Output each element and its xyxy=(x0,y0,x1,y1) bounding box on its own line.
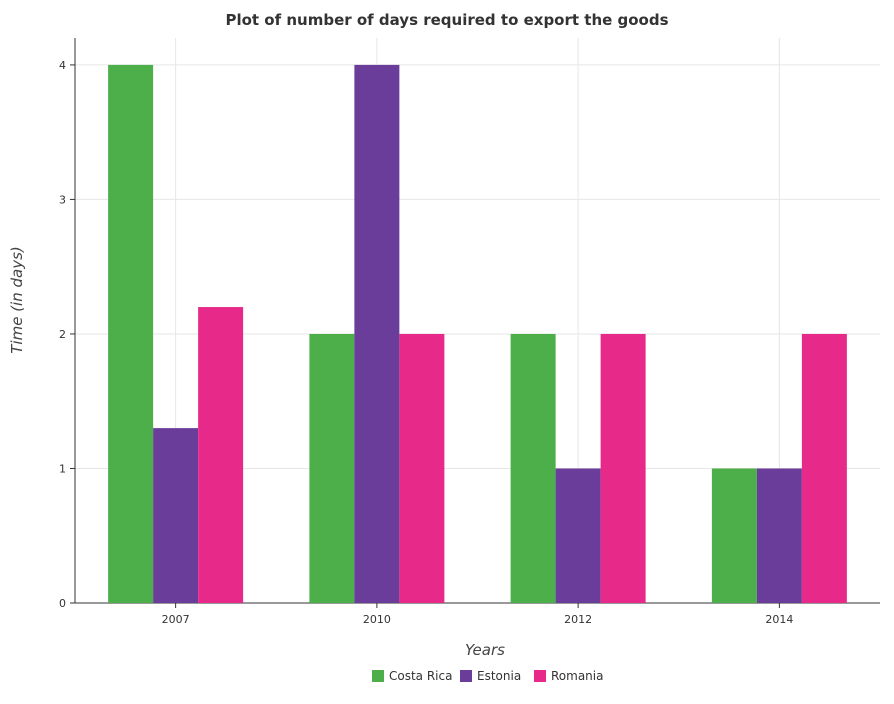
legend-label: Romania xyxy=(551,669,603,683)
x-tick-label: 2014 xyxy=(765,613,793,626)
chart-title: Plot of number of days required to expor… xyxy=(225,11,668,29)
bar-costa-rica-2010 xyxy=(309,333,355,603)
x-tick-label: 2012 xyxy=(564,613,592,626)
bar-romania-2012 xyxy=(600,333,646,603)
bar-romania-2007 xyxy=(198,307,244,603)
y-tick-label: 2 xyxy=(59,328,66,341)
bar-estonia-2007 xyxy=(153,428,199,603)
bar-costa-rica-2014 xyxy=(711,468,757,603)
legend-swatch xyxy=(372,670,384,682)
y-axis-label: Time (in days) xyxy=(8,246,26,354)
legend: Costa Rica Estonia Romania xyxy=(372,669,603,683)
bar-estonia-2014 xyxy=(756,468,802,603)
bar-romania-2014 xyxy=(801,333,847,603)
tick-labels: 0 1 2 3 4 2007 2010 2012 2014 xyxy=(59,59,793,626)
bar-estonia-2010 xyxy=(354,64,400,603)
x-tick-label: 2007 xyxy=(162,613,190,626)
y-tick-label: 3 xyxy=(59,193,66,206)
bar-costa-rica-2012 xyxy=(510,333,556,603)
bar-estonia-2012 xyxy=(555,468,601,603)
bars xyxy=(108,64,847,603)
y-tick-label: 0 xyxy=(59,597,66,610)
y-tick-label: 4 xyxy=(59,59,66,72)
x-tick-label: 2010 xyxy=(363,613,391,626)
y-tick-label: 1 xyxy=(59,462,66,475)
legend-swatch xyxy=(460,670,472,682)
legend-label: Estonia xyxy=(477,669,521,683)
legend-swatch xyxy=(534,670,546,682)
x-axis-label: Years xyxy=(465,641,505,659)
legend-label: Costa Rica xyxy=(389,669,452,683)
bar-costa-rica-2007 xyxy=(108,64,154,603)
bar-romania-2010 xyxy=(399,333,445,603)
